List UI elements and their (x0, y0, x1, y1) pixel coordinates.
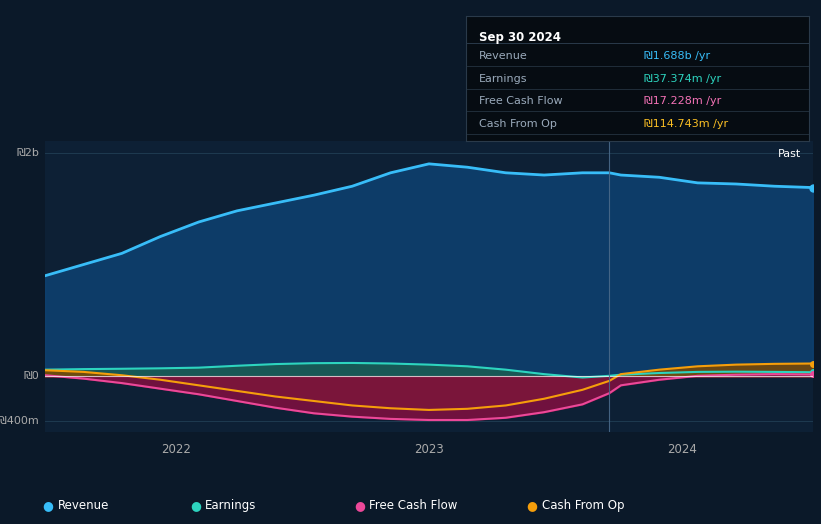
Text: ●: ● (42, 499, 53, 512)
Text: Free Cash Flow: Free Cash Flow (369, 499, 458, 512)
Text: Revenue: Revenue (57, 499, 109, 512)
Text: ₪17.228m /yr: ₪17.228m /yr (644, 96, 721, 106)
Text: ●: ● (190, 499, 201, 512)
Text: 2022: 2022 (161, 443, 190, 456)
Text: Earnings: Earnings (479, 73, 528, 83)
Text: ●: ● (526, 499, 538, 512)
Text: ●: ● (354, 499, 365, 512)
Text: Sep 30 2024: Sep 30 2024 (479, 31, 562, 44)
Text: Cash From Op: Cash From Op (479, 119, 557, 129)
Text: ₪114.743m /yr: ₪114.743m /yr (644, 119, 728, 129)
Text: Past: Past (778, 149, 801, 159)
Text: ₪0: ₪0 (24, 372, 39, 381)
Text: 2024: 2024 (667, 443, 697, 456)
Text: ₪37.374m /yr: ₪37.374m /yr (644, 73, 721, 83)
Text: Cash From Op: Cash From Op (542, 499, 624, 512)
Text: Earnings: Earnings (205, 499, 257, 512)
Text: 2023: 2023 (414, 443, 444, 456)
Text: ₪2b: ₪2b (16, 148, 39, 158)
Text: Free Cash Flow: Free Cash Flow (479, 96, 563, 106)
Text: -₪400m: -₪400m (0, 416, 39, 426)
Text: Revenue: Revenue (479, 51, 528, 61)
Text: ₪1.688b /yr: ₪1.688b /yr (644, 51, 710, 61)
